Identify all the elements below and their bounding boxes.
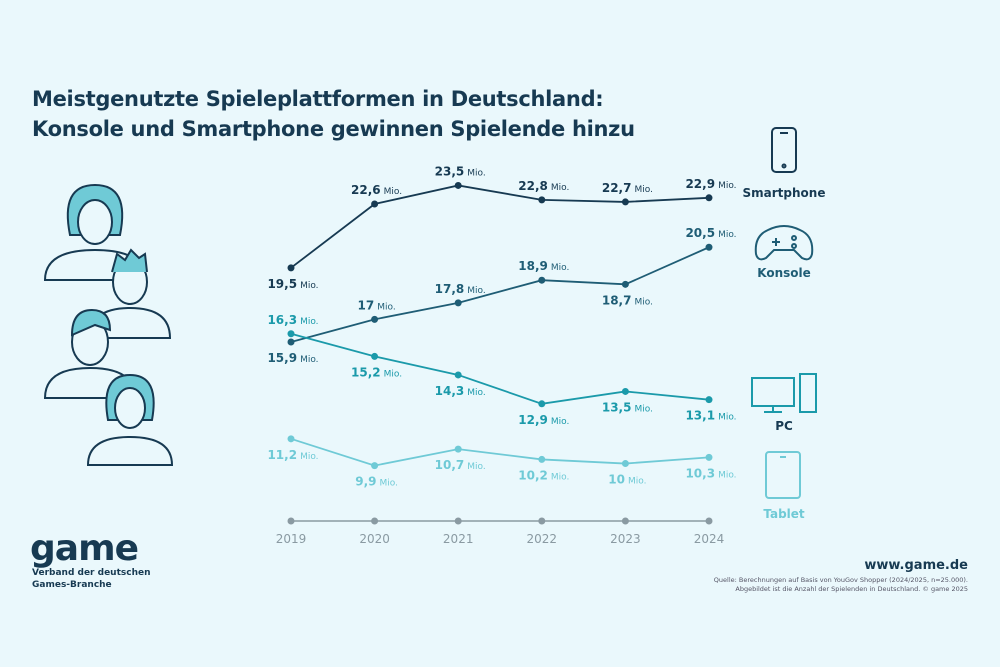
- data-label: 17,8 Mio.: [435, 282, 486, 296]
- data-label: 15,9 Mio.: [267, 351, 318, 365]
- data-point: [371, 462, 379, 470]
- x-axis-dot: [454, 517, 462, 525]
- data-label: 22,9 Mio.: [685, 177, 736, 191]
- data-label: 18,7 Mio.: [602, 293, 653, 307]
- chart-title: Meistgenutzte Spieleplattformen in Deuts…: [32, 84, 635, 144]
- series-smartphone: 19,5 Mio. 22,6 Mio. 23,5 Mio. 22,8 Mio. 22,7 Mio.…: [267, 164, 736, 290]
- data-label: 23,5 Mio.: [435, 164, 486, 178]
- x-tick-label: 2019: [276, 532, 307, 546]
- gamepad-icon: [754, 225, 814, 261]
- data-label: 10 Mio.: [608, 473, 646, 487]
- x-axis-dot: [621, 517, 629, 525]
- data-label: 22,7 Mio.: [602, 181, 653, 195]
- data-point: [454, 371, 462, 379]
- data-label: 22,6 Mio.: [351, 183, 402, 197]
- smartphone-icon: [771, 127, 797, 173]
- data-point: [705, 194, 713, 202]
- data-label: 11,2 Mio.: [267, 448, 318, 462]
- data-label: 17 Mio.: [358, 298, 396, 312]
- data-label: 10,3 Mio.: [685, 466, 736, 480]
- desktop-pc-icon: [751, 373, 817, 413]
- data-label: 10,7 Mio.: [435, 458, 486, 472]
- website-link[interactable]: www.game.de: [864, 558, 968, 573]
- data-label: 22,8 Mio.: [518, 179, 569, 193]
- data-point: [705, 243, 713, 251]
- data-label: 16,3 Mio.: [267, 313, 318, 327]
- data-point: [621, 280, 629, 288]
- x-axis-dot: [538, 517, 546, 525]
- data-label: 19,5 Mio.: [267, 277, 318, 291]
- data-point: [705, 396, 713, 404]
- data-label: 13,1 Mio.: [685, 409, 736, 423]
- data-point: [287, 338, 295, 346]
- data-label: 14,3 Mio.: [435, 384, 486, 398]
- data-point: [621, 387, 629, 395]
- data-label: 18,9 Mio.: [518, 259, 569, 273]
- x-axis-dot: [371, 517, 379, 525]
- data-label: 15,2 Mio.: [351, 365, 402, 379]
- legend-smartphone: Smartphone: [742, 186, 826, 200]
- data-label: 10,2 Mio.: [518, 468, 569, 482]
- data-point: [538, 276, 546, 284]
- data-point: [538, 455, 546, 463]
- x-axis-dot: [705, 517, 713, 525]
- series-tablet: 11,2 Mio. 9,9 Mio. 10,7 Mio. 10,2 Mio. 10 Mio. 10,…: [267, 435, 737, 489]
- x-tick-label: 2021: [443, 532, 474, 546]
- data-point: [454, 299, 462, 307]
- x-axis: 2019 2020 2021 2022 2023 2024: [276, 517, 725, 546]
- x-tick-label: 2023: [610, 532, 641, 546]
- data-point: [538, 196, 546, 204]
- logo-subtitle: Verband der deutschen Games-Branche: [32, 568, 151, 590]
- series-line: [290, 246, 710, 343]
- series-line: [290, 332, 710, 405]
- title-line-1: Meistgenutzte Spieleplattformen in Deuts…: [32, 87, 604, 111]
- data-point: [371, 200, 379, 208]
- game-logo: game: [30, 528, 139, 569]
- data-point: [371, 315, 379, 323]
- data-point: [371, 352, 379, 360]
- people-illustration: [43, 183, 174, 466]
- series-konsole: 15,9 Mio. 17 Mio. 17,8 Mio. 18,9 Mio. 18,7 Mio. 20…: [267, 226, 736, 365]
- x-tick-label: 2022: [527, 532, 558, 546]
- tablet-icon: [765, 451, 801, 499]
- data-point: [621, 460, 629, 468]
- data-point: [454, 181, 462, 189]
- data-label: 9,9 Mio.: [355, 475, 398, 489]
- legend-konsole: Konsole: [757, 266, 811, 280]
- data-point: [287, 435, 295, 443]
- data-point: [621, 198, 629, 206]
- legend-pc: PC: [775, 419, 793, 433]
- data-label: 12,9 Mio.: [518, 413, 569, 427]
- x-axis-dot: [287, 517, 295, 525]
- data-point: [287, 330, 295, 338]
- data-point: [454, 445, 462, 453]
- data-point: [538, 400, 546, 408]
- title-line-2: Konsole und Smartphone gewinnen Spielend…: [32, 117, 635, 141]
- data-point: [287, 264, 295, 272]
- data-point: [705, 453, 713, 461]
- legend-tablet: Tablet: [763, 507, 805, 521]
- data-label: 13,5 Mio.: [602, 400, 653, 414]
- x-tick-label: 2020: [359, 532, 390, 546]
- series-pc: 16,3 Mio. 15,2 Mio. 14,3 Mio. 12,9 Mio. 13,5 Mio.…: [267, 313, 736, 427]
- source-note: Quelle: Berechnungen auf Basis von YouGo…: [713, 576, 968, 593]
- data-label: 20,5 Mio.: [685, 226, 736, 240]
- series-line: [290, 437, 710, 467]
- x-tick-label: 2024: [694, 532, 725, 546]
- series-line: [290, 184, 710, 269]
